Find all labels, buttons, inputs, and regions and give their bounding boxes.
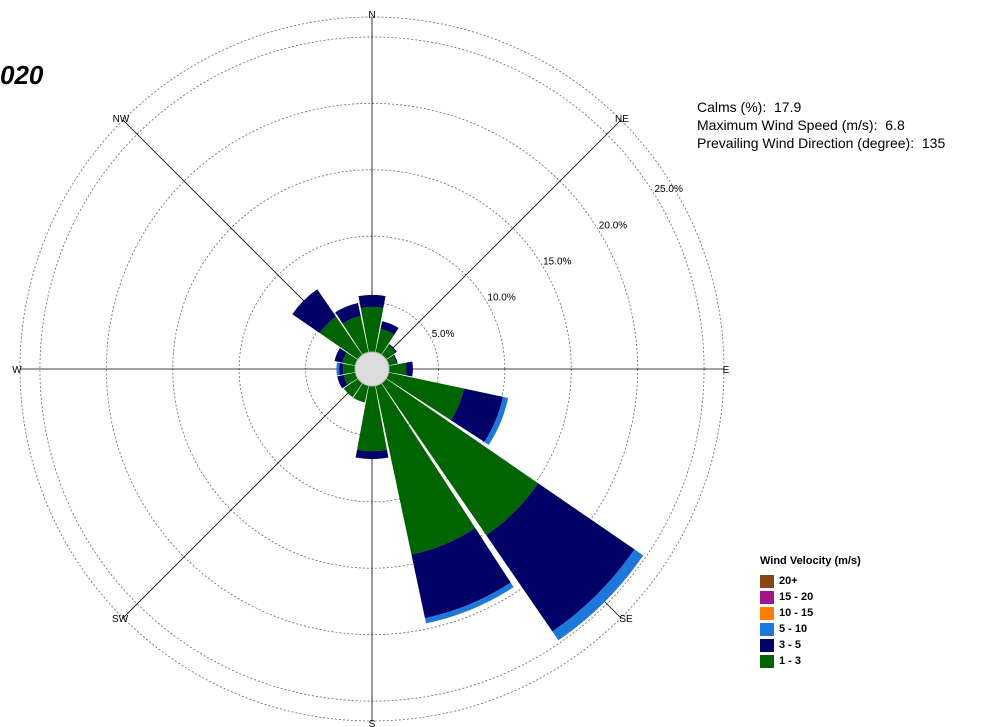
legend-label: 20+ [779, 575, 798, 587]
legend-swatch [760, 622, 774, 636]
legend-item-20plus: 20+ [760, 573, 861, 589]
petal-segment-n [360, 306, 384, 353]
petal-segment-ese [450, 388, 503, 442]
legend-label: 3 - 5 [779, 639, 802, 651]
petal-segment-ese [484, 396, 509, 445]
compass-label-n: N [368, 10, 375, 21]
petal-segment-ssw [353, 383, 369, 403]
petal-segment-e [388, 362, 407, 376]
legend-item-15-20: 15 - 20 [760, 589, 861, 605]
radial-tick-label: 5.0% [432, 329, 455, 340]
petal-segment-sse [375, 383, 476, 555]
petal-segment-w [336, 362, 340, 376]
radial-tick-label: 25.0% [655, 184, 683, 195]
compass-label-w: W [12, 365, 22, 376]
petal-segment-se [381, 378, 539, 536]
legend-item-3-5: 3 - 5 [760, 637, 861, 653]
petal-segment-nw [292, 289, 337, 334]
max-speed-stat: Maximum Wind Speed (m/s): 6.8 [697, 116, 945, 134]
radial-tick-label: 15.0% [543, 256, 571, 267]
petal-segment-se [486, 483, 635, 632]
petal-segment-nne [375, 328, 395, 355]
legend-label: 1 - 3 [779, 655, 802, 667]
legend-swatch [760, 574, 774, 588]
compass-label-e: E [723, 365, 730, 376]
prevailing-value: 135 [921, 135, 946, 151]
legend-title: Wind Velocity (m/s) [760, 555, 861, 567]
petal-segment-nnw [342, 315, 369, 355]
axis-labels: N NE E SE S SW W NW 5.0% 10.0% 15.0% 20.0% 25.0% [12, 10, 729, 727]
max-speed-value: 6.8 [885, 117, 905, 133]
compass-label-sw: SW [112, 614, 129, 625]
petal-segment-wsw [343, 372, 358, 385]
prevailing-direction-stat: Prevailing Wind Direction (degree): 135 [697, 134, 945, 152]
max-speed-label: Maximum Wind Speed (m/s): [697, 117, 878, 133]
petal-segment-sse [424, 582, 514, 624]
legend-item-10-15: 10 - 15 [760, 605, 861, 621]
petal-segment-se [552, 549, 644, 641]
petal-segment-ene [392, 354, 398, 364]
legend-swatch [760, 590, 774, 604]
radial-tick-label: 10.0% [487, 293, 515, 304]
legend-swatch [760, 606, 774, 620]
chart-title: 020 [0, 60, 44, 90]
calms-stat: Calms (%): 17.9 [697, 98, 945, 116]
legend-label: 10 - 15 [779, 607, 814, 619]
petal-segment-nnw [335, 302, 361, 324]
calms-label: Calms (%): [697, 99, 767, 115]
petal-segment-sw [343, 378, 363, 398]
petal-segment-nw [319, 316, 363, 360]
petal-segment-wnw [342, 352, 358, 366]
wind-statistics: Calms (%): 17.9 Maximum Wind Speed (m/s)… [697, 98, 945, 152]
petal-segment-s [357, 385, 387, 452]
petal-segment-nne [380, 321, 399, 335]
legend-item-1-3: 1 - 3 [760, 653, 861, 669]
wind-petals [292, 289, 644, 641]
petal-segment-ese [386, 372, 464, 421]
petal-segment-wsw [337, 375, 348, 389]
legend-label: 15 - 20 [779, 591, 814, 603]
petal-segment-ene [386, 355, 397, 366]
petal-segment-s [355, 449, 389, 460]
legend: Wind Velocity (m/s) 20+ 15 - 20 10 - 15 … [760, 555, 861, 669]
petal-segment-w [343, 363, 356, 375]
petal-segment-wnw [334, 348, 347, 363]
compass-label-s: S [369, 719, 376, 727]
petal-segment-sse [411, 528, 511, 619]
petal-segment-ne [388, 344, 397, 353]
petal-segment-n [358, 294, 386, 308]
legend-label: 5 - 10 [779, 623, 808, 635]
petal-segment-ne [381, 345, 396, 360]
legend-swatch [760, 638, 774, 652]
calm-circle [354, 351, 390, 387]
compass-label-se: SE [619, 614, 633, 625]
petal-segment-e [405, 361, 413, 377]
compass-label-ne: NE [615, 114, 629, 125]
compass-label-nw: NW [113, 114, 130, 125]
prevailing-label: Prevailing Wind Direction (degree): [697, 135, 915, 151]
radial-tick-label: 20.0% [599, 220, 627, 231]
petal-segment-w [339, 362, 344, 376]
calms-value: 17.9 [774, 99, 802, 115]
legend-swatch [760, 654, 774, 668]
legend-item-5-10: 5 - 10 [760, 621, 861, 637]
